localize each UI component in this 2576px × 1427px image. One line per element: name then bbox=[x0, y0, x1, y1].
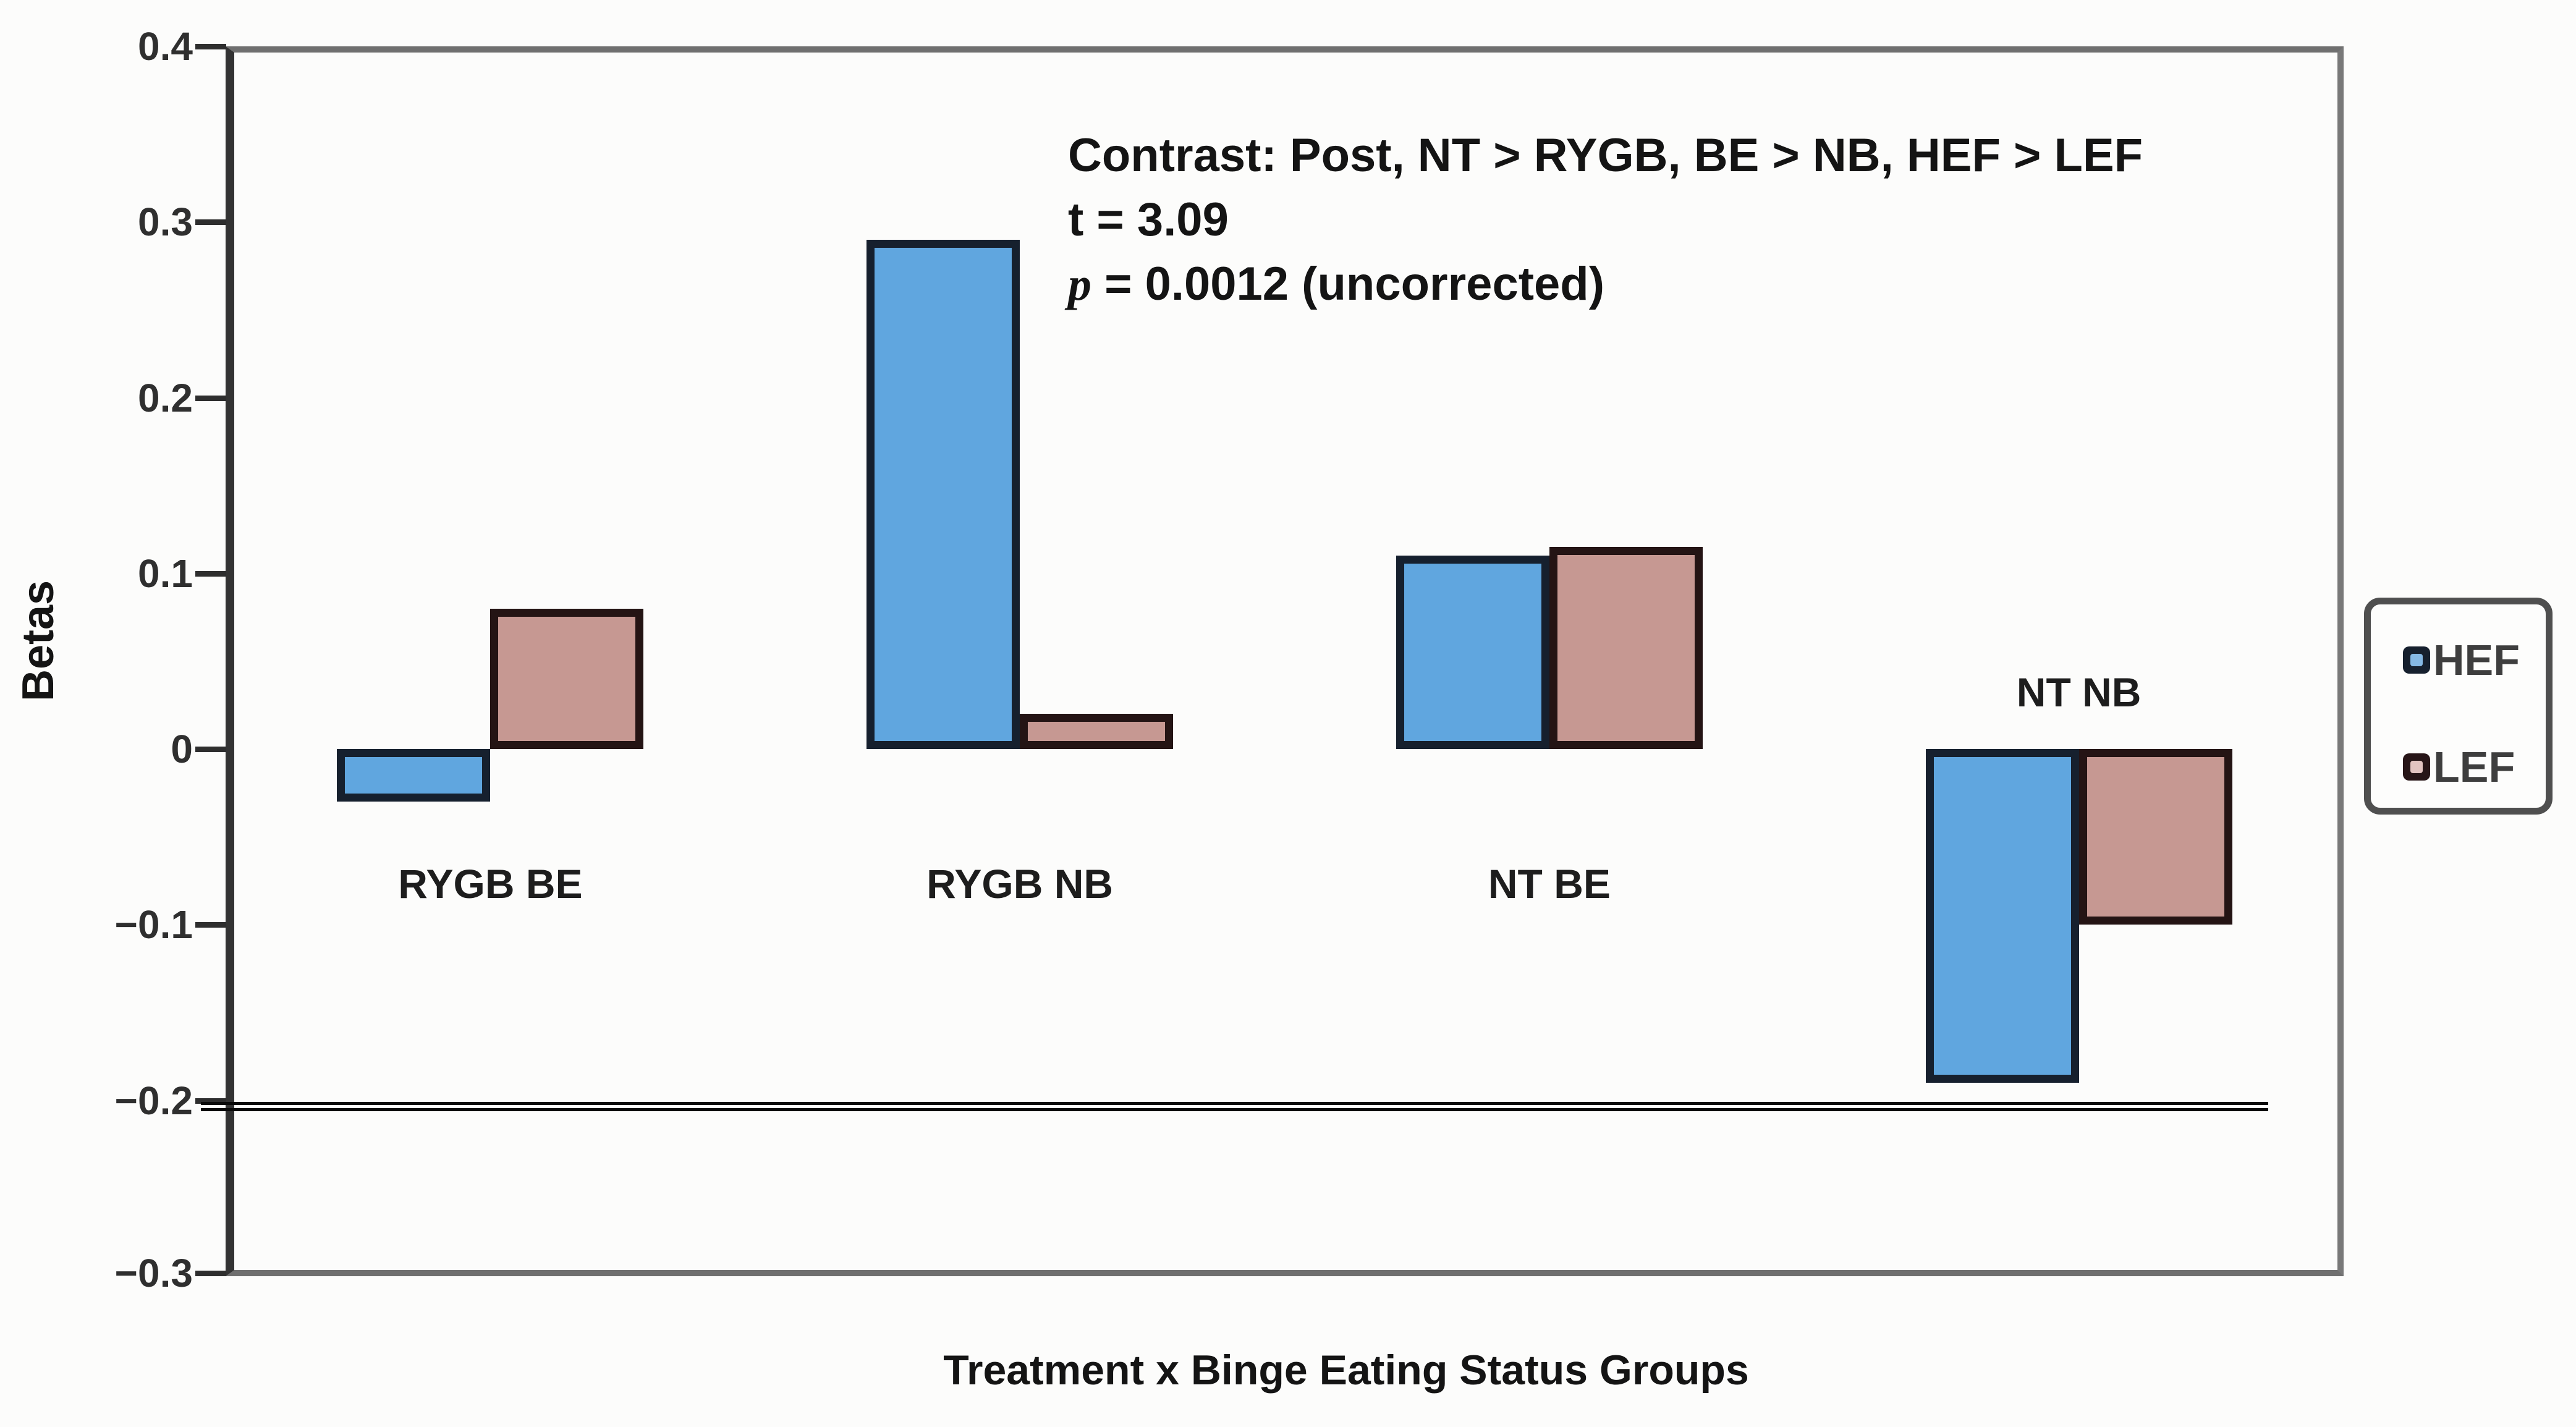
bar-HEF-NT-BE bbox=[1396, 556, 1549, 750]
y-tick-mark bbox=[195, 1271, 226, 1276]
plot-frame bbox=[226, 46, 2344, 1276]
reference-line-double bbox=[201, 1101, 2268, 1111]
y-tick-label: −0.1 bbox=[114, 902, 193, 947]
bar-HEF-RYGB-BE bbox=[337, 749, 491, 802]
y-tick-mark bbox=[195, 395, 226, 401]
y-tick-mark bbox=[195, 219, 226, 226]
y-tick-label: 0.1 bbox=[138, 551, 193, 596]
x-category-label: RYGB BE bbox=[398, 861, 583, 907]
y-tick-label: 0.3 bbox=[138, 200, 193, 245]
y-tick-label: 0.2 bbox=[138, 375, 193, 420]
y-tick-label: 0.4 bbox=[138, 24, 193, 69]
y-tick-label: 0 bbox=[171, 727, 193, 772]
legend-swatch-LEF-icon bbox=[2403, 753, 2430, 781]
legend-label: HEF bbox=[2433, 636, 2520, 684]
x-category-label: NT NB bbox=[2016, 669, 2142, 716]
x-category-label: NT BE bbox=[1488, 861, 1611, 907]
bar-LEF-RYGB-NB bbox=[1020, 714, 1174, 750]
stats-annotation-text: = 0.0012 (uncorrected) bbox=[1091, 258, 1605, 310]
bar-HEF-NT-NB bbox=[1925, 749, 2079, 1083]
legend-swatch-HEF-icon bbox=[2403, 646, 2430, 674]
stats-annotation-line: p = 0.0012 (uncorrected) bbox=[1068, 252, 2143, 316]
stats-annotation-text: p bbox=[1068, 258, 1091, 310]
stats-annotation-line: Contrast: Post, NT > RYGB, BE > NB, HEF … bbox=[1068, 124, 2143, 188]
bar-LEF-NT-BE bbox=[1549, 547, 1703, 750]
legend-item-HEF: HEF bbox=[2403, 638, 2520, 682]
legend-swatch-inner bbox=[2410, 761, 2423, 773]
stats-annotation-line: t = 3.09 bbox=[1068, 188, 2143, 252]
stats-annotation-text: t = 3.09 bbox=[1068, 193, 1229, 246]
y-tick-mark bbox=[195, 922, 226, 928]
x-axis-title: Treatment x Binge Eating Status Groups bbox=[943, 1347, 1749, 1394]
legend-swatch-inner bbox=[2410, 654, 2423, 666]
stats-annotation: Contrast: Post, NT > RYGB, BE > NB, HEF … bbox=[1068, 124, 2143, 316]
y-tick-mark bbox=[195, 44, 226, 49]
y-tick-mark bbox=[195, 570, 226, 577]
y-tick-label: −0.2 bbox=[114, 1078, 193, 1123]
bar-HEF-RYGB-NB bbox=[866, 239, 1020, 750]
y-tick-mark bbox=[195, 1098, 226, 1104]
legend-item-LEF: LEF bbox=[2403, 745, 2515, 789]
bar-LEF-NT-NB bbox=[2078, 749, 2232, 925]
x-category-label: RYGB NB bbox=[926, 861, 1114, 907]
y-tick-mark bbox=[195, 747, 226, 753]
legend: HEF LEF bbox=[2364, 598, 2553, 815]
y-axis-title: Betas bbox=[14, 580, 63, 702]
stats-annotation-text: Contrast: Post, NT > RYGB, BE > NB, HEF … bbox=[1068, 129, 2143, 182]
y-tick-label: −0.3 bbox=[114, 1251, 193, 1295]
legend-label: LEF bbox=[2433, 743, 2515, 791]
bar-LEF-RYGB-BE bbox=[490, 608, 644, 750]
